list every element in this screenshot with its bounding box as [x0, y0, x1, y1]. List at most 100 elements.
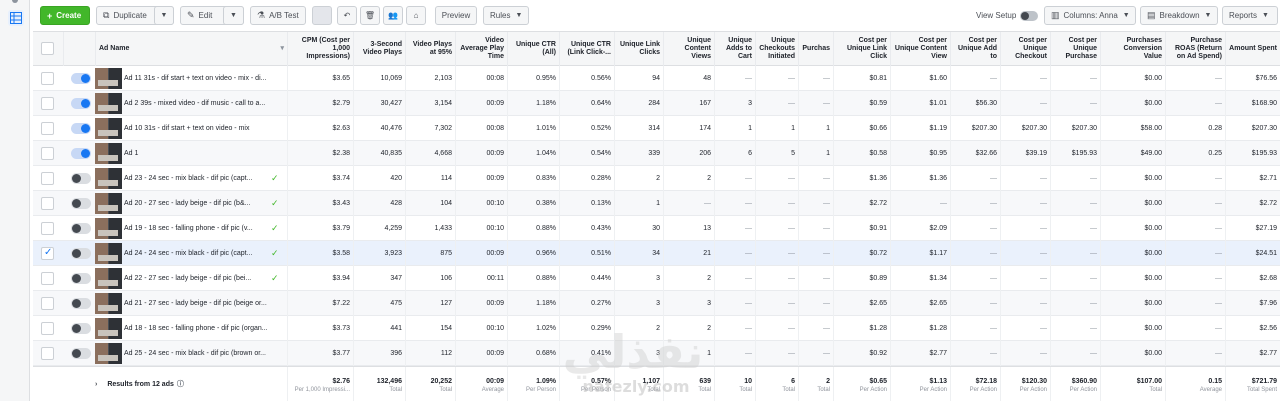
row-checkbox[interactable]: [41, 297, 54, 310]
cell-purchase-roas: —: [1165, 241, 1225, 266]
column-header-video-avg-play-time[interactable]: Video Average Play Time: [455, 32, 507, 66]
column-header-amount-spent[interactable]: Amount Spent: [1225, 32, 1280, 66]
row-checkbox[interactable]: [41, 147, 54, 160]
create-button[interactable]: + Create: [40, 6, 90, 25]
row-checkbox[interactable]: [41, 122, 54, 135]
ad-status-toggle[interactable]: [71, 223, 91, 234]
ad-name-link[interactable]: Ad 1: [124, 150, 139, 157]
row-checkbox[interactable]: [41, 222, 54, 235]
duplicate-dropdown-button[interactable]: ▼: [154, 6, 174, 25]
total-value: 0.57%: [591, 377, 611, 385]
ad-thumbnail: [95, 93, 122, 114]
table-row[interactable]: Ad 18 - 18 sec - falling phone - dif pic…: [33, 316, 1280, 341]
ad-status-toggle[interactable]: [71, 248, 91, 259]
ad-name-link[interactable]: Ad 11 31s - dif start + text on video - …: [124, 75, 267, 82]
breakdown-button[interactable]: ▤ Breakdown ▼: [1140, 6, 1218, 25]
table-row[interactable]: Ad 25 - 24 sec - mix black - dif pic (br…: [33, 341, 1280, 366]
ad-status-toggle[interactable]: [71, 173, 91, 184]
ad-status-toggle[interactable]: [71, 98, 91, 109]
blank-button[interactable]: [312, 6, 332, 25]
row-checkbox[interactable]: [41, 347, 54, 360]
select-all-checkbox[interactable]: [41, 42, 54, 55]
table-row[interactable]: Ad 10 31s - dif start + text on video - …: [33, 116, 1280, 141]
delete-button[interactable]: 🗑: [360, 6, 380, 25]
ad-name-link[interactable]: Ad 23 - 24 sec - mix black - dif pic (ca…: [124, 175, 253, 182]
results-summary[interactable]: › Results from 12 ads ⓘ: [95, 381, 184, 388]
row-checkbox[interactable]: [41, 97, 54, 110]
ad-status-toggle[interactable]: [71, 73, 91, 84]
rules-button[interactable]: Rules ▼: [483, 6, 529, 25]
ad-name-link[interactable]: Ad 24 - 24 sec - mix black - dif pic (ca…: [124, 250, 253, 257]
tag-button[interactable]: ⌂: [406, 6, 426, 25]
ab-test-button[interactable]: ⚗ A/B Test: [250, 6, 306, 25]
ad-status-toggle[interactable]: [71, 323, 91, 334]
columns-button[interactable]: ▥ Columns: Anna ▼: [1044, 6, 1136, 25]
column-header-3s-video-plays[interactable]: 3-Second Video Plays: [353, 32, 405, 66]
info-icon[interactable]: ⓘ: [176, 381, 184, 388]
row-checkbox[interactable]: [41, 322, 54, 335]
ad-status-toggle[interactable]: [71, 198, 91, 209]
edit-dropdown-button[interactable]: ▼: [223, 6, 244, 25]
column-header-cpm[interactable]: CPM (Cost per 1,000 Impressions): [287, 32, 353, 66]
undo-button[interactable]: ↶: [337, 6, 357, 25]
column-header-purchases[interactable]: Purchas: [798, 32, 833, 66]
table-row[interactable]: Ad 1 $2.38 40,835 4,668 00:09 1.04% 0.54% 339 20…: [33, 141, 1280, 166]
ad-name-link[interactable]: Ad 20 - 27 sec - lady beige - dif pic (b…: [124, 200, 251, 207]
table-row[interactable]: Ad 23 - 24 sec - mix black - dif pic (ca…: [33, 166, 1280, 191]
ad-status-toggle[interactable]: [71, 348, 91, 359]
ad-name-link[interactable]: Ad 19 - 18 sec - falling phone - dif pic…: [124, 225, 253, 232]
table-row[interactable]: Ad 19 - 18 sec - falling phone - dif pic…: [33, 216, 1280, 241]
column-header-cost-per-checkout[interactable]: Cost per Unique Checkout: [1000, 32, 1050, 66]
row-checkbox[interactable]: [41, 72, 54, 85]
column-header-video-plays-95[interactable]: Video Plays at 95%: [405, 32, 455, 66]
table-row[interactable]: Ad 2 39s - mixed video - dif music - cal…: [33, 91, 1280, 116]
cell-cost-per-checkout: —: [1000, 66, 1050, 91]
cell-unique-ctr-all: 1.18%: [507, 291, 559, 316]
column-header-cost-per-add-to-cart[interactable]: Cost per Unique Add to: [950, 32, 1000, 66]
cell-unique-ctr-link: 0.44%: [559, 266, 614, 291]
column-header-purchase-roas[interactable]: Purchase ROAS (Return on Ad Spend): [1165, 32, 1225, 66]
ad-name-link[interactable]: Ad 21 - 27 sec - lady beige - dif pic (b…: [124, 300, 267, 307]
table-row[interactable]: Ad 21 - 27 sec - lady beige - dif pic (b…: [33, 291, 1280, 316]
cell-unique-ctr-link: 0.41%: [559, 341, 614, 366]
cell-cost-per-content-view: $2.65: [890, 291, 950, 316]
row-checkbox[interactable]: [41, 247, 54, 260]
column-header-unique-link-clicks[interactable]: Unique Link Clicks: [614, 32, 663, 66]
cell-cost-per-link-click: $0.89: [833, 266, 890, 291]
column-header-cost-per-link-click[interactable]: Cost per Unique Link Click: [833, 32, 890, 66]
ad-status-toggle[interactable]: [71, 123, 91, 134]
table-row[interactable]: Ad 24 - 24 sec - mix black - dif pic (ca…: [33, 241, 1280, 266]
preview-button[interactable]: Preview: [435, 6, 477, 25]
row-checkbox[interactable]: [41, 272, 54, 285]
column-header-unique-ctr-link[interactable]: Unique CTR (Link Click-...: [559, 32, 614, 66]
chevron-right-icon: ›: [95, 381, 98, 388]
table-row[interactable]: Ad 11 31s - dif start + text on video - …: [33, 66, 1280, 91]
table-row[interactable]: Ad 22 - 27 sec - lady beige - dif pic (b…: [33, 266, 1280, 291]
ad-name-link[interactable]: Ad 10 31s - dif start + text on video - …: [124, 125, 250, 132]
view-setup-toggle[interactable]: View Setup: [970, 6, 1044, 25]
ad-name-link[interactable]: Ad 18 - 18 sec - falling phone - dif pic…: [124, 325, 268, 332]
column-header-cost-per-content-view[interactable]: Cost per Unique Content View: [890, 32, 950, 66]
ad-status-toggle[interactable]: [71, 148, 91, 159]
table-row[interactable]: Ad 20 - 27 sec - lady beige - dif pic (b…: [33, 191, 1280, 216]
ad-name-link[interactable]: Ad 25 - 24 sec - mix black - dif pic (br…: [124, 350, 266, 357]
ad-status-toggle[interactable]: [71, 273, 91, 284]
column-header-unique-content-views[interactable]: Unique Content Views: [663, 32, 714, 66]
total-unit: Per 1,000 Impressi...: [294, 386, 350, 393]
column-header-cost-per-purchase[interactable]: Cost per Unique Purchase: [1050, 32, 1100, 66]
column-header-unique-checkouts[interactable]: Unique Checkouts Initiated: [755, 32, 798, 66]
reports-button[interactable]: Reports ▼: [1222, 6, 1278, 25]
row-checkbox[interactable]: [41, 172, 54, 185]
ad-name-link[interactable]: Ad 2 39s - mixed video - dif music - cal…: [124, 100, 266, 107]
cell-cost-per-checkout: $39.19: [1000, 141, 1050, 166]
table-view-icon[interactable]: [8, 10, 24, 26]
column-header-unique-ctr-all[interactable]: Unique CTR (All): [507, 32, 559, 66]
ad-name-link[interactable]: Ad 22 - 27 sec - lady beige - dif pic (b…: [124, 275, 252, 282]
column-header-unique-adds-to-cart[interactable]: Unique Adds to Cart: [714, 32, 755, 66]
column-header-purchases-conversion-value[interactable]: Purchases Conversion Value: [1100, 32, 1165, 66]
row-checkbox[interactable]: [41, 197, 54, 210]
audience-button[interactable]: 👥: [383, 6, 403, 25]
sort-icon[interactable]: ▾: [280, 45, 284, 52]
ad-status-toggle[interactable]: [71, 298, 91, 309]
column-header-ad-name[interactable]: Ad Name ▾: [95, 32, 287, 66]
